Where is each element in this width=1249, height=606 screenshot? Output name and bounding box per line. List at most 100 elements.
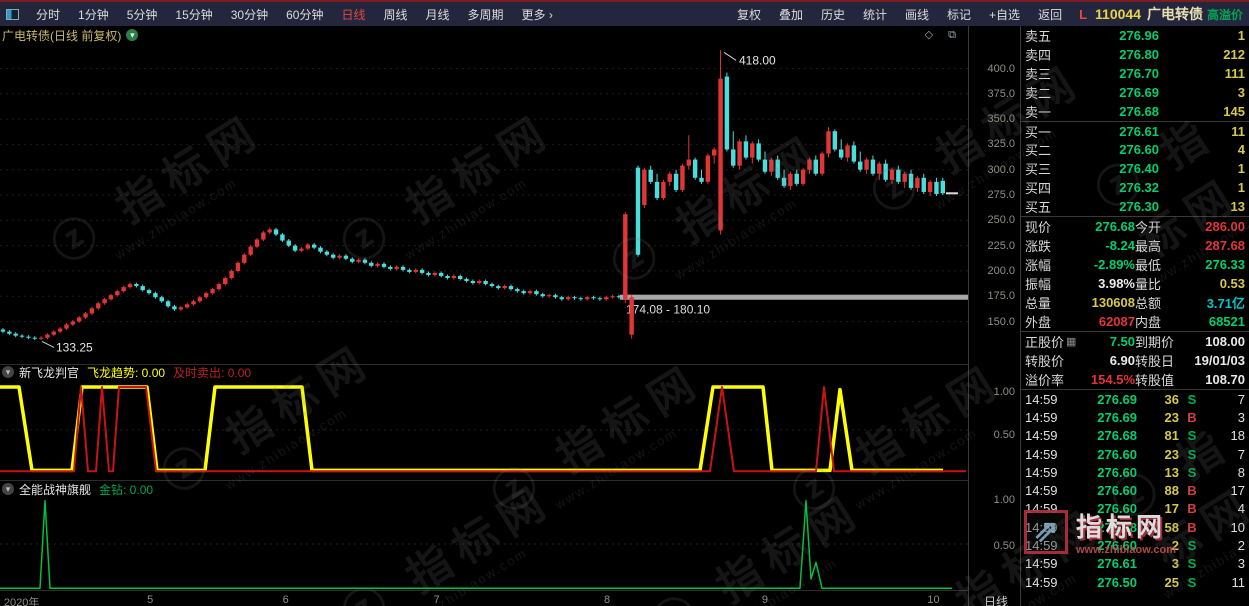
window-icon[interactable] bbox=[6, 8, 19, 20]
date-tick: 2020年 bbox=[3, 597, 40, 606]
chevron-down-icon[interactable]: ▾ bbox=[126, 29, 139, 41]
tool-item-1[interactable]: 叠加 bbox=[778, 7, 803, 22]
menu-item-10[interactable]: 更多 › bbox=[521, 7, 553, 22]
tool-item-5[interactable]: 标记 bbox=[947, 7, 972, 22]
tick-count: 2 bbox=[1237, 538, 1245, 554]
menu-item-7[interactable]: 周线 bbox=[383, 7, 408, 22]
main-candlestick-chart[interactable]: 174.08 - 180.10 418.00 133.25 bbox=[0, 44, 968, 364]
chart-title: 广电转债(日线 前复权) bbox=[2, 28, 122, 43]
order-book-row[interactable]: 买二 276.60 4 bbox=[1021, 140, 1249, 159]
tick-row[interactable]: 14:59 276.69 23 B 3 bbox=[1021, 408, 1249, 426]
price-tick: 325.0 bbox=[987, 138, 1015, 151]
tick-row[interactable]: 14:59 276.50 25 S 11 bbox=[1021, 573, 1249, 591]
tick-side: S bbox=[1187, 428, 1197, 444]
market-flag: L bbox=[1079, 6, 1088, 22]
collapse-icon[interactable]: ▾ bbox=[2, 483, 14, 495]
bond-value: 154.5% bbox=[1090, 372, 1135, 387]
tick-price: 276.61 bbox=[1097, 556, 1137, 572]
bond-value: 108.00 bbox=[1205, 334, 1245, 349]
order-book-row[interactable]: 买四 276.32 1 bbox=[1021, 178, 1249, 197]
stat-value: 62087 bbox=[1098, 314, 1135, 329]
tick-volume: 13 bbox=[1164, 464, 1179, 480]
tick-row[interactable]: 14:59 276.60 88 B 17 bbox=[1021, 481, 1249, 499]
order-book-row[interactable]: 卖二 276.69 3 bbox=[1021, 83, 1249, 102]
tick-row[interactable]: 14:59 276.68 58 B 10 bbox=[1021, 518, 1249, 536]
menu-item-3[interactable]: 15分钟 bbox=[175, 7, 213, 22]
ob-volume: 13 bbox=[1230, 199, 1245, 214]
tick-row[interactable]: 14:59 276.60 23 S 7 bbox=[1021, 445, 1249, 463]
indicator2-chart[interactable] bbox=[0, 490, 968, 594]
menu-item-0[interactable]: 分时 bbox=[36, 7, 61, 22]
price-tick: 225.0 bbox=[987, 239, 1015, 252]
bond-label: 正股价 bbox=[1025, 335, 1065, 350]
stat-value: 286.00 bbox=[1205, 219, 1245, 234]
tick-volume: 92 bbox=[1137, 593, 1179, 594]
menu-item-6[interactable]: 日线 bbox=[341, 7, 366, 22]
stat-value: 276.68 bbox=[1095, 219, 1135, 234]
tick-row[interactable]: 14:59 276.68 81 S 18 bbox=[1021, 427, 1249, 445]
stat-cell: 涨幅 -2.89% bbox=[1025, 255, 1135, 274]
ob-label: 卖三 bbox=[1025, 67, 1052, 82]
ob-price: 276.70 bbox=[1119, 66, 1159, 81]
price-axis: 400.0 375.0 350.0 325.0 300.0 275.0 250.0 225.0… bbox=[968, 26, 1020, 606]
order-book-row[interactable]: 买一 276.61 11 bbox=[1021, 121, 1249, 140]
date-tick: 5 bbox=[147, 594, 154, 606]
stat-label: 内盘 bbox=[1135, 315, 1162, 330]
order-book-row[interactable]: 买五 276.30 13 bbox=[1021, 197, 1249, 216]
stat-value: -8.24 bbox=[1105, 238, 1135, 253]
stat-label: 今开 bbox=[1135, 220, 1162, 235]
order-book-row[interactable]: 卖四 276.80 212 bbox=[1021, 45, 1249, 64]
tick-side: B bbox=[1187, 409, 1197, 425]
stat-value: -2.89% bbox=[1093, 257, 1135, 272]
tick-volume: 2 bbox=[1171, 538, 1179, 554]
tool-item-3[interactable]: 统计 bbox=[863, 7, 888, 22]
tool-item-0[interactable]: 复权 bbox=[736, 7, 761, 22]
tick-price: 276.60 bbox=[1097, 464, 1137, 480]
period-label: 日线 bbox=[984, 595, 1009, 606]
tool-item-7[interactable]: 返回 bbox=[1038, 7, 1063, 22]
ob-volume: 145 bbox=[1223, 104, 1245, 119]
price-tick: 200.0 bbox=[987, 264, 1015, 277]
bond-cell: 溢价率 154.5% bbox=[1025, 370, 1135, 389]
bond-label: 到期价 bbox=[1135, 335, 1175, 350]
order-book-row[interactable]: 卖五 276.96 1 bbox=[1021, 26, 1249, 45]
tick-row[interactable]: 14:59 276.60 2 S 2 bbox=[1021, 536, 1249, 554]
menu-item-4[interactable]: 30分钟 bbox=[230, 7, 269, 22]
ob-label: 买三 bbox=[1025, 162, 1052, 177]
date-axis: 2020年 5 6 7 8 9 10 bbox=[0, 590, 968, 606]
price-tick: 275.0 bbox=[987, 189, 1015, 201]
price-tick: 400.0 bbox=[987, 62, 1015, 75]
ob-price: 276.68 bbox=[1119, 104, 1159, 119]
stat-cell: 振幅 3.98% bbox=[1025, 274, 1135, 293]
indicator1-chart[interactable] bbox=[0, 375, 968, 480]
tool-item-6[interactable]: +自选 bbox=[989, 7, 1021, 22]
order-book-row[interactable]: 买三 276.40 1 bbox=[1021, 159, 1249, 178]
collapse-icon[interactable]: ▾ bbox=[2, 366, 14, 378]
tick-row[interactable]: 14:59 276.61 3 S 3 bbox=[1021, 555, 1249, 573]
tick-row[interactable]: 14:59 276.60 17 B 4 bbox=[1021, 500, 1249, 518]
tick-volume: 3 bbox=[1171, 556, 1179, 572]
tool-item-2[interactable]: 历史 bbox=[820, 7, 845, 22]
tool-item-4[interactable]: 画线 bbox=[905, 7, 930, 22]
order-book-row[interactable]: 卖三 276.70 111 bbox=[1021, 64, 1249, 83]
chart-corner-icons[interactable]: ◇ ⧉ bbox=[924, 29, 962, 41]
tick-price: 276.69 bbox=[1097, 409, 1137, 425]
tick-row[interactable]: 14:59 276.69 36 S 7 bbox=[1021, 390, 1249, 408]
stat-cell: 最低 276.33 bbox=[1135, 255, 1245, 274]
tick-count: 4 bbox=[1237, 501, 1245, 517]
tick-row[interactable]: 14:59 276.60 13 S 8 bbox=[1021, 463, 1249, 481]
menu-item-5[interactable]: 60分钟 bbox=[286, 7, 324, 22]
menu-item-2[interactable]: 5分钟 bbox=[126, 7, 158, 22]
tick-price: 276.60 bbox=[1097, 501, 1137, 517]
bond-cell: 正股价 ▦ 7.50 bbox=[1025, 332, 1135, 351]
stat-cell: 涨跌 -8.24 bbox=[1025, 236, 1135, 255]
grid-icon[interactable]: ▦ bbox=[1066, 336, 1077, 348]
menu-item-9[interactable]: 多周期 bbox=[467, 7, 504, 22]
menu-item-1[interactable]: 1分钟 bbox=[78, 7, 109, 22]
menu-item-8[interactable]: 月线 bbox=[425, 7, 450, 22]
order-book-row[interactable]: 卖一 276.68 145 bbox=[1021, 102, 1249, 121]
tick-time: 14:59 bbox=[1025, 501, 1058, 517]
ob-volume: 111 bbox=[1224, 66, 1245, 81]
